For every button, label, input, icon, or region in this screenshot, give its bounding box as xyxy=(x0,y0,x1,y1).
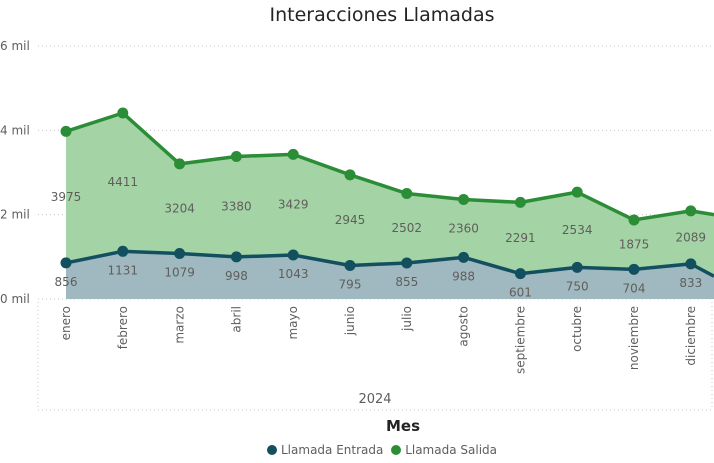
data-label-salida: 2945 xyxy=(335,213,366,227)
legend-marker-entrada xyxy=(267,445,277,455)
y-tick-label: 0 mil xyxy=(0,292,30,306)
point-llamada-salida[interactable] xyxy=(174,158,186,170)
data-label-salida: 3975 xyxy=(51,190,82,204)
y-tick-label: 4 mil xyxy=(0,123,30,137)
data-label-entrada: 795 xyxy=(339,277,362,291)
point-llamada-salida[interactable] xyxy=(287,148,299,160)
data-label-entrada: 855 xyxy=(395,275,418,289)
point-llamada-entrada[interactable] xyxy=(685,258,697,270)
y-axis: 0 mil 2 mil 4 mil 6 mil xyxy=(0,39,30,306)
year-label: 2024 xyxy=(358,392,391,407)
legend-item-salida[interactable]: Llamada Salida xyxy=(391,443,497,457)
data-label-salida: 1875 xyxy=(619,238,650,252)
y-tick-label: 6 mil xyxy=(0,39,30,53)
data-label-entrada: 601 xyxy=(509,286,532,300)
x-tick-label: abril xyxy=(229,306,243,333)
chart-title: Interacciones Llamadas xyxy=(269,4,495,26)
data-label-entrada: 833 xyxy=(679,276,702,290)
x-axis-title: Mes xyxy=(386,417,420,435)
point-llamada-salida[interactable] xyxy=(514,196,526,208)
data-label-salida: 4411 xyxy=(108,175,139,189)
point-llamada-entrada[interactable] xyxy=(117,245,129,257)
legend-label-salida: Llamada Salida xyxy=(405,443,497,457)
data-label-salida: 3429 xyxy=(278,198,309,212)
data-label-salida: 2291 xyxy=(505,231,536,245)
x-tick-label: marzo xyxy=(173,306,187,344)
point-llamada-entrada[interactable] xyxy=(60,257,72,269)
point-llamada-salida[interactable] xyxy=(458,193,470,205)
point-llamada-salida[interactable] xyxy=(685,205,697,217)
point-llamada-entrada[interactable] xyxy=(230,251,242,263)
x-tick-label: junio xyxy=(343,306,357,336)
data-label-salida: 3204 xyxy=(164,202,195,216)
x-tick-label: agosto xyxy=(457,306,471,347)
point-llamada-entrada[interactable] xyxy=(628,263,640,275)
point-llamada-entrada[interactable] xyxy=(174,248,186,260)
x-tick-label: septiembre xyxy=(513,306,527,374)
point-llamada-salida[interactable] xyxy=(230,150,242,162)
point-llamada-entrada[interactable] xyxy=(344,259,356,271)
area-llamada-salida xyxy=(66,113,714,299)
data-label-salida: 2360 xyxy=(448,221,479,235)
point-llamada-salida[interactable] xyxy=(571,186,583,198)
data-label-entrada: 1079 xyxy=(164,266,195,280)
legend-label-entrada: Llamada Entrada xyxy=(281,443,384,457)
point-llamada-salida[interactable] xyxy=(117,107,129,119)
area-llamada-entrada xyxy=(66,251,714,299)
x-tick-label: noviembre xyxy=(627,306,641,370)
x-tick-label: octubre xyxy=(570,306,584,352)
point-llamada-entrada[interactable] xyxy=(401,257,413,269)
area-fills xyxy=(66,113,714,299)
point-llamada-entrada[interactable] xyxy=(514,268,526,280)
data-label-salida: 2089 xyxy=(676,230,707,244)
data-label-entrada: 1131 xyxy=(108,263,139,277)
legend: Llamada Entrada Llamada Salida xyxy=(0,443,714,458)
legend-item-entrada[interactable]: Llamada Entrada xyxy=(267,443,383,457)
y-tick-label: 2 mil xyxy=(0,208,30,222)
point-llamada-entrada[interactable] xyxy=(458,251,470,263)
data-label-salida: 2502 xyxy=(392,221,423,235)
data-label-entrada: 998 xyxy=(225,269,248,283)
data-label-entrada: 856 xyxy=(55,275,78,289)
data-label-entrada: 1043 xyxy=(278,267,309,281)
point-llamada-salida[interactable] xyxy=(401,187,413,199)
data-label-salida: 2534 xyxy=(562,223,593,237)
point-llamada-entrada[interactable] xyxy=(287,249,299,261)
data-label-entrada: 988 xyxy=(452,269,475,283)
x-tick-label: enero xyxy=(59,306,73,340)
x-tick-label: julio xyxy=(400,306,414,332)
x-tick-label: febrero xyxy=(116,306,130,349)
data-points xyxy=(60,107,697,280)
legend-marker-salida xyxy=(391,445,402,455)
data-labels: 856 1131 1079 998 1043 795 855 988 601 750 704 833 3… xyxy=(51,175,706,300)
point-llamada-entrada[interactable] xyxy=(571,261,583,273)
data-label-salida: 3380 xyxy=(221,200,252,214)
data-label-entrada: 704 xyxy=(623,281,646,295)
x-tick-label: mayo xyxy=(286,306,300,340)
point-llamada-salida[interactable] xyxy=(628,214,640,226)
point-llamada-salida[interactable] xyxy=(344,169,356,181)
point-llamada-salida[interactable] xyxy=(60,125,72,137)
x-tick-label: diciembre xyxy=(684,306,698,366)
x-axis: enero febrero marzo abril mayo junio julio agos… xyxy=(37,302,714,411)
data-label-entrada: 750 xyxy=(566,279,589,293)
